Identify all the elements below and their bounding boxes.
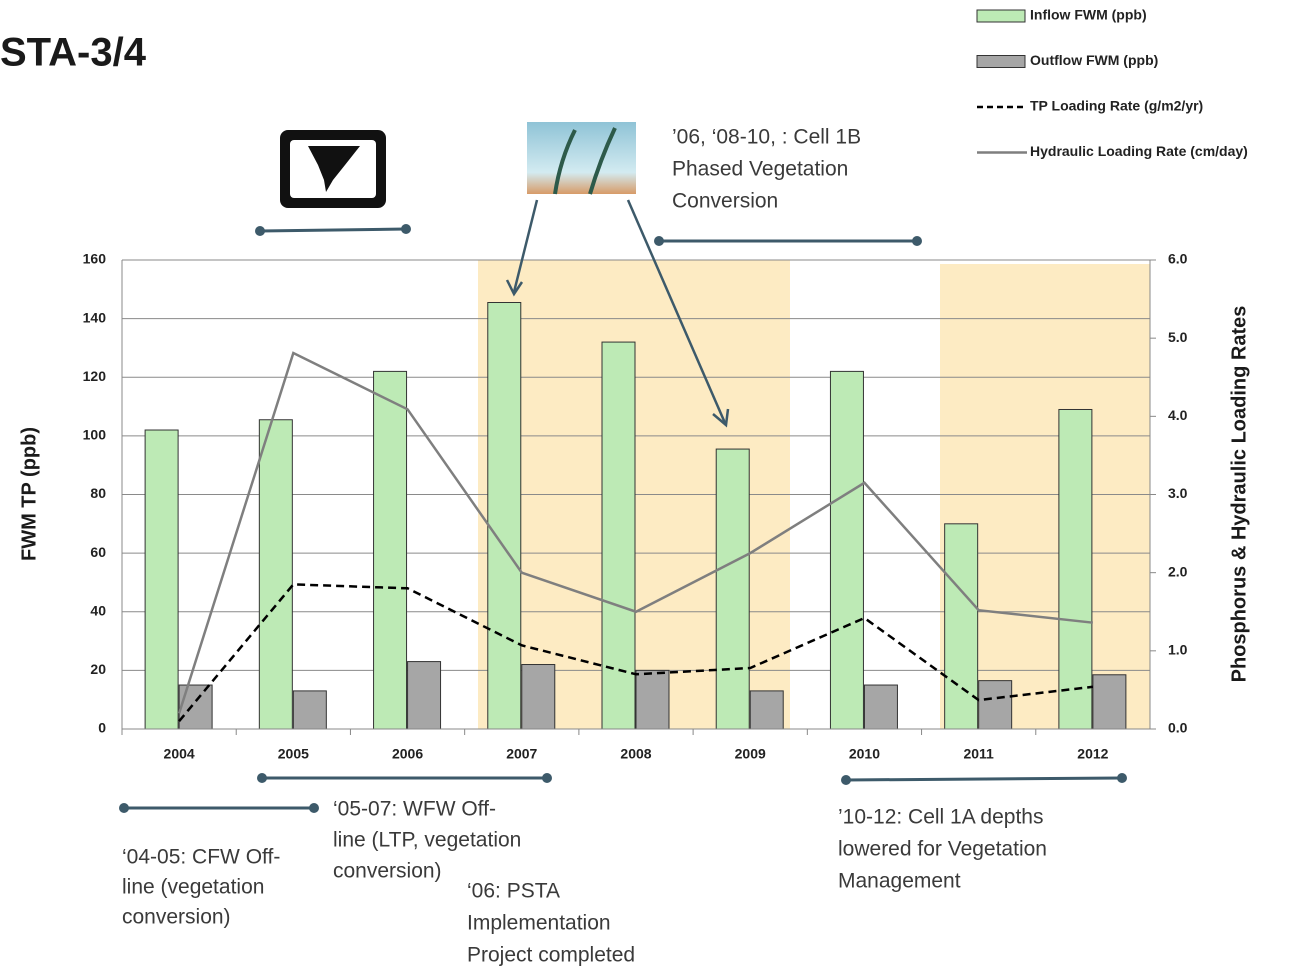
timeline-end [401, 224, 411, 234]
annotation: ’10-12: Cell 1A depths [838, 806, 1043, 829]
bar [145, 430, 178, 729]
timeline [846, 778, 1122, 780]
legend-swatch [977, 10, 1025, 22]
bar [750, 691, 783, 729]
legend-label: Outflow FWM (ppb) [1030, 52, 1158, 68]
annotation: Phased Vegetation [672, 158, 848, 181]
annotation: ‘06: PSTA [467, 880, 560, 903]
timeline-end [1117, 773, 1127, 783]
palm-image [527, 122, 636, 194]
y2-tick-label: 4.0 [1168, 407, 1188, 423]
annotation: ‘04-05: CFW Off- [122, 846, 280, 869]
y-tick-label: 160 [83, 251, 107, 267]
y2-tick-label: 2.0 [1168, 563, 1188, 579]
annotation: line (vegetation [122, 876, 264, 899]
page-title: STA-3/4 [0, 31, 147, 75]
y2-axis-title: Phosphorus & Hydraulic Loading Rates [1228, 306, 1250, 683]
annotation: Management [838, 870, 961, 893]
y-tick-label: 20 [90, 661, 106, 677]
annotation: line (LTP, vegetation [333, 829, 521, 852]
annotation: ’06, ‘08-10, : Cell 1B [672, 126, 861, 149]
bar [636, 670, 669, 729]
bar [864, 685, 897, 729]
x-tick-label: 2008 [620, 746, 651, 762]
image [527, 122, 636, 194]
y-tick-label: 0 [98, 720, 106, 736]
x-tick-label: 2012 [1077, 746, 1108, 762]
timeline-end [542, 773, 552, 783]
timeline [260, 229, 406, 231]
legend-label: Hydraulic Loading Rate (cm/day) [1030, 143, 1248, 159]
y2-tick-label: 1.0 [1168, 642, 1188, 658]
y-tick-label: 80 [90, 485, 106, 501]
bar [945, 524, 978, 729]
annotation: conversion) [122, 906, 231, 929]
bar [716, 449, 749, 729]
x-tick-label: 2004 [164, 746, 195, 762]
x-tick-label: 2006 [392, 746, 423, 762]
tornado-icon [280, 130, 386, 208]
y-tick-label: 120 [83, 368, 107, 384]
chart: 0 20 40 60 80 100 120 140 160 0.0 1.0 2.0 3.0 4.0 5.0 6… [0, 0, 1308, 971]
bar [259, 420, 292, 729]
timeline-end [257, 773, 267, 783]
bar [1093, 675, 1126, 729]
timeline-end [119, 803, 129, 813]
bar [1059, 409, 1092, 729]
x-tick-label: 2011 [963, 746, 994, 762]
annotation: lowered for Vegetation [838, 838, 1047, 861]
x-tick-label: 2010 [849, 746, 880, 762]
annotation: conversion) [333, 860, 442, 883]
annotation: ‘05-07: WFW Off- [333, 798, 496, 821]
bar [179, 685, 212, 729]
timeline-end [912, 236, 922, 246]
annotation: Conversion [672, 190, 778, 213]
legend-label: TP Loading Rate (g/m2/yr) [1030, 98, 1203, 114]
y2-tick-label: 0.0 [1168, 720, 1188, 736]
y2-tick-label: 6.0 [1168, 251, 1188, 267]
timeline-end [255, 226, 265, 236]
timeline-end [841, 775, 851, 785]
y2-tick-label: 5.0 [1168, 329, 1188, 345]
timeline-end [654, 236, 664, 246]
x-tick-label: 2005 [278, 746, 309, 762]
legend: Inflow FWM (ppb) Outflow FWM (ppb) TP Load… [977, 7, 1248, 160]
bar [979, 681, 1012, 729]
timeline-end [309, 803, 319, 813]
bar [374, 371, 407, 729]
annotation: Implementation [467, 912, 611, 935]
y-tick-label: 60 [90, 544, 106, 560]
y-tick-label: 100 [83, 427, 107, 443]
annotation: Project completed [467, 944, 635, 967]
bar [293, 691, 326, 729]
legend-label: Inflow FWM (ppb) [1030, 7, 1147, 23]
bar [488, 303, 521, 729]
x-tick-label: 2007 [506, 746, 537, 762]
bar [522, 665, 555, 729]
y-tick-label: 140 [83, 309, 107, 325]
bar [408, 662, 441, 729]
y-tick-label: 40 [90, 602, 106, 618]
y2-tick-label: 3.0 [1168, 485, 1188, 501]
legend-swatch [977, 56, 1025, 68]
y-axis-title: FWM TP (ppb) [18, 427, 40, 561]
bar [830, 371, 863, 729]
x-tick-label: 2009 [735, 746, 766, 762]
